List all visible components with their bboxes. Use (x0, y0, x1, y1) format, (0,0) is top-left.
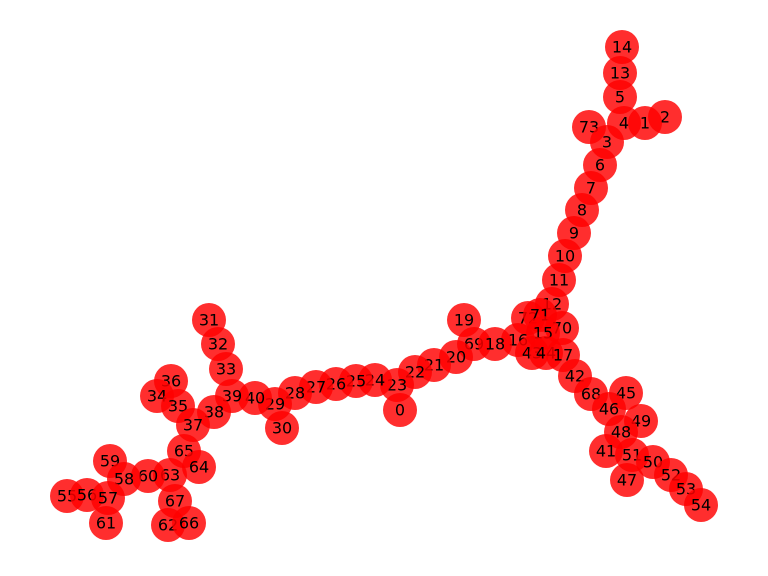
node-circle (589, 434, 623, 468)
node-label: 7 (586, 179, 596, 198)
node-label: 41 (596, 442, 616, 461)
node-label: 67 (165, 492, 185, 511)
node-label: 48 (611, 423, 631, 442)
node-label: 11 (549, 271, 569, 290)
node-label: 1 (640, 114, 650, 133)
graph-node-13: 13 (603, 56, 637, 90)
graph-node-41: 41 (589, 434, 623, 468)
node-label: 13 (610, 64, 630, 83)
node-circle (182, 450, 216, 484)
node-label: 6 (595, 156, 605, 175)
node-label: 63 (160, 466, 180, 485)
node-label: 64 (189, 458, 209, 477)
node-label: 5 (615, 88, 625, 107)
node-label: 9 (569, 224, 579, 243)
node-circle (265, 411, 299, 445)
node-label: 46 (599, 400, 619, 419)
node-label: 37 (183, 416, 203, 435)
node-label: 47 (617, 471, 637, 490)
graph-node-0: 0 (383, 393, 417, 427)
graph-node-61: 61 (89, 506, 123, 540)
node-label: 38 (204, 403, 224, 422)
node-label: 2 (660, 108, 670, 127)
graph-node-57: 57 (91, 481, 125, 515)
graph-node-37: 37 (176, 408, 210, 442)
node-label: 61 (96, 514, 116, 533)
node-label: 20 (446, 348, 466, 367)
graph-node-54: 54 (684, 488, 718, 522)
graph-node-33: 33 (209, 352, 243, 386)
node-circle (172, 506, 206, 540)
node-circle (684, 488, 718, 522)
graph-node-18: 18 (478, 327, 512, 361)
graph-node-66: 66 (172, 506, 206, 540)
node-label: 57 (98, 489, 118, 508)
node-circle (603, 56, 637, 90)
node-label: 66 (179, 514, 199, 533)
node-circle (176, 408, 210, 442)
graph-node-14: 14 (605, 30, 639, 64)
node-label: 30 (272, 419, 292, 438)
node-label: 31 (199, 311, 219, 330)
node-label: 42 (565, 367, 585, 386)
node-label: 19 (454, 311, 474, 330)
node-label: 10 (555, 247, 575, 266)
node-circle (209, 352, 243, 386)
node-label: 3 (602, 133, 612, 152)
node-label: 58 (114, 470, 134, 489)
node-circle (610, 463, 644, 497)
node-circle (603, 80, 637, 114)
node-label: 60 (138, 467, 158, 486)
node-label: 54 (691, 496, 711, 515)
node-label: 40 (245, 389, 265, 408)
node-label: 33 (216, 360, 236, 379)
graph-node-47: 47 (610, 463, 644, 497)
node-label: 35 (168, 397, 188, 416)
node-circle (383, 393, 417, 427)
node-label: 4 (619, 114, 629, 133)
node-circle (605, 30, 639, 64)
node-circle (478, 327, 512, 361)
node-label: 32 (208, 335, 228, 354)
graph-node-30: 30 (265, 411, 299, 445)
node-circle (89, 506, 123, 540)
node-label: 39 (222, 387, 242, 406)
node-label: 14 (612, 38, 632, 57)
node-label: 0 (395, 401, 405, 420)
graph-node-5: 5 (603, 80, 637, 114)
node-label: 8 (577, 201, 587, 220)
node-label: 17 (553, 346, 573, 365)
node-circle (91, 481, 125, 515)
node-label: 18 (485, 335, 505, 354)
graph-node-64: 64 (182, 450, 216, 484)
